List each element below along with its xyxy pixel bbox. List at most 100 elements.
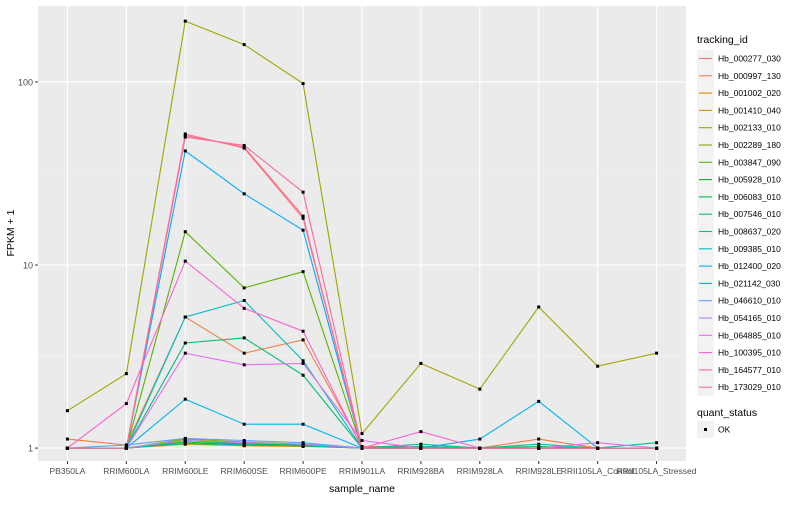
data-point bbox=[478, 437, 482, 441]
data-point bbox=[360, 446, 364, 450]
data-point bbox=[242, 441, 246, 445]
data-point bbox=[655, 351, 659, 355]
legend-item-label: Hb_002289_180 bbox=[718, 140, 781, 150]
data-point bbox=[242, 146, 246, 150]
data-point bbox=[537, 445, 541, 449]
data-point bbox=[242, 439, 246, 443]
data-point bbox=[301, 82, 305, 86]
data-point bbox=[301, 329, 305, 333]
data-point bbox=[537, 442, 541, 446]
legend-item-label: Hb_000277_030 bbox=[718, 54, 781, 64]
data-point bbox=[183, 436, 187, 440]
legend-shape-items: OK bbox=[697, 421, 731, 438]
legend-item-label: Hb_173029_010 bbox=[718, 382, 781, 392]
legend-item-label: Hb_008637_020 bbox=[718, 227, 781, 237]
data-point bbox=[242, 422, 246, 426]
legend-shape-title: quant_status bbox=[697, 407, 757, 419]
data-point bbox=[537, 437, 541, 441]
data-point bbox=[242, 306, 246, 310]
data-point bbox=[183, 341, 187, 345]
data-point bbox=[183, 132, 187, 136]
legend-item-label: Hb_005928_010 bbox=[718, 175, 781, 185]
legend-color-title: tracking_id bbox=[697, 34, 748, 46]
data-point bbox=[537, 446, 541, 450]
legend-item-label: Hb_021142_030 bbox=[718, 278, 781, 288]
x-tick-label: RRIM928LE bbox=[516, 466, 563, 476]
legend-item-label: Hb_006083_010 bbox=[718, 192, 781, 202]
x-tick-label: RRIM928BA bbox=[397, 466, 445, 476]
data-point bbox=[360, 439, 364, 443]
data-point bbox=[242, 286, 246, 290]
data-point bbox=[242, 192, 246, 196]
data-point bbox=[242, 43, 246, 47]
x-tick-label: RRIM600LE bbox=[162, 466, 209, 476]
legend-item-label: Hb_009385_010 bbox=[718, 244, 781, 254]
data-point bbox=[301, 444, 305, 448]
data-point bbox=[124, 446, 128, 450]
data-point bbox=[301, 361, 305, 365]
data-point bbox=[183, 397, 187, 401]
data-point bbox=[183, 259, 187, 263]
data-point bbox=[301, 228, 305, 232]
data-point bbox=[301, 214, 305, 218]
data-point bbox=[65, 437, 69, 441]
data-point bbox=[478, 446, 482, 450]
data-point bbox=[301, 373, 305, 377]
data-point bbox=[301, 359, 305, 363]
axis-layer: 1 10 100 PB350LA RRIM600LA RRIM600LE RRIM600SE… bbox=[18, 77, 697, 476]
legend-item-label: Hb_164577_010 bbox=[718, 365, 781, 375]
data-point bbox=[183, 149, 187, 153]
data-point bbox=[301, 216, 305, 220]
data-point bbox=[360, 445, 364, 449]
data-point bbox=[360, 432, 364, 436]
series-layer bbox=[65, 19, 659, 450]
data-point bbox=[655, 441, 659, 445]
data-point bbox=[655, 446, 659, 450]
x-tick-label: RRII105LA_Control bbox=[561, 466, 635, 476]
x-tick-label: RRIM600PE bbox=[279, 466, 327, 476]
legend-item-label: Hb_007546_010 bbox=[718, 209, 781, 219]
x-tick-label: PB350LA bbox=[49, 466, 85, 476]
data-point bbox=[301, 190, 305, 194]
data-point bbox=[183, 230, 187, 234]
data-point bbox=[596, 446, 600, 450]
legend: tracking_id Hb_000277_030 Hb_000997_130 Hb… bbox=[697, 34, 781, 438]
legend-item-label: Hb_003847_090 bbox=[718, 157, 781, 167]
legend-item-label: Hb_054165_010 bbox=[718, 313, 781, 323]
data-point bbox=[65, 446, 69, 450]
data-point bbox=[596, 364, 600, 368]
x-tick-label: RRII105LA_Stressed bbox=[617, 466, 697, 476]
y-tick-label: 1 bbox=[28, 444, 33, 454]
legend-item-label: Hb_100395_010 bbox=[718, 348, 781, 358]
data-point bbox=[183, 19, 187, 23]
x-tick-label: RRIM600LA bbox=[103, 466, 150, 476]
data-point bbox=[419, 446, 423, 450]
x-tick-label: RRIM600SE bbox=[221, 466, 269, 476]
data-point bbox=[124, 372, 128, 376]
legend-item-label: Hb_012400_020 bbox=[718, 261, 781, 271]
y-tick-label: 100 bbox=[18, 77, 33, 87]
data-point bbox=[419, 442, 423, 446]
data-point bbox=[419, 430, 423, 434]
data-point bbox=[183, 315, 187, 319]
legend-color-items: Hb_000277_030 Hb_000997_130 Hb_001002_020 H… bbox=[697, 50, 781, 396]
legend-shape-label: OK bbox=[718, 425, 731, 435]
data-point bbox=[537, 305, 541, 309]
data-point bbox=[478, 387, 482, 391]
data-point bbox=[183, 135, 187, 139]
legend-shape-key-point bbox=[704, 428, 707, 431]
x-axis-title: sample_name bbox=[329, 483, 395, 495]
data-point bbox=[301, 442, 305, 446]
legend-item-label: Hb_002133_010 bbox=[718, 123, 781, 133]
y-tick-label: 10 bbox=[23, 261, 33, 271]
data-point bbox=[183, 133, 187, 137]
legend-item-label: Hb_046610_010 bbox=[718, 296, 781, 306]
data-point bbox=[419, 361, 423, 365]
data-point bbox=[124, 402, 128, 406]
data-point bbox=[242, 363, 246, 367]
legend-item-label: Hb_000997_130 bbox=[718, 71, 781, 81]
data-point bbox=[242, 351, 246, 355]
data-point bbox=[65, 409, 69, 413]
data-point bbox=[183, 439, 187, 443]
